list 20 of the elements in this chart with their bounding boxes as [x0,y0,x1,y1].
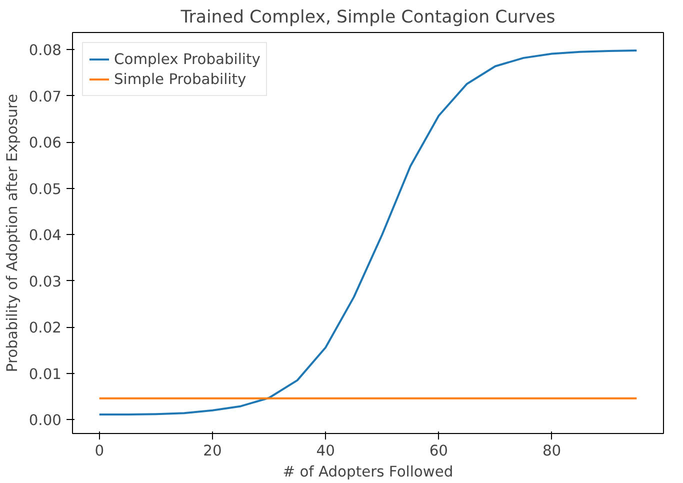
legend-label: Simple Probability [114,70,246,88]
x-axis-title: # of Adopters Followed [282,464,454,480]
y-tick-label: 0.03 [28,273,62,290]
y-tick-label: 0.02 [28,320,62,337]
y-axis-title: Probability of Adoption after Exposure [4,94,21,372]
y-tick-label: 0.04 [28,227,62,244]
x-tick-label: 60 [429,442,448,460]
y-tick-label: 0.01 [28,366,62,383]
y-tick-label: 0.07 [28,88,62,106]
line-series [98,50,638,416]
y-tick-label: 0.05 [28,180,62,198]
x-tick-label: 40 [316,442,335,460]
x-tick-label: 20 [203,442,222,460]
y-tick-label: 0.06 [28,134,62,152]
x-tick-label: 80 [542,442,562,460]
legend-label: Complex Probability [114,50,260,68]
y-tick-label: 0.00 [28,412,62,430]
x-tick-label: 0 [94,442,104,460]
chart-title: Trained Complex, Simple Contagion Curves [180,8,556,28]
y-tick-label: 0.08 [28,42,62,60]
